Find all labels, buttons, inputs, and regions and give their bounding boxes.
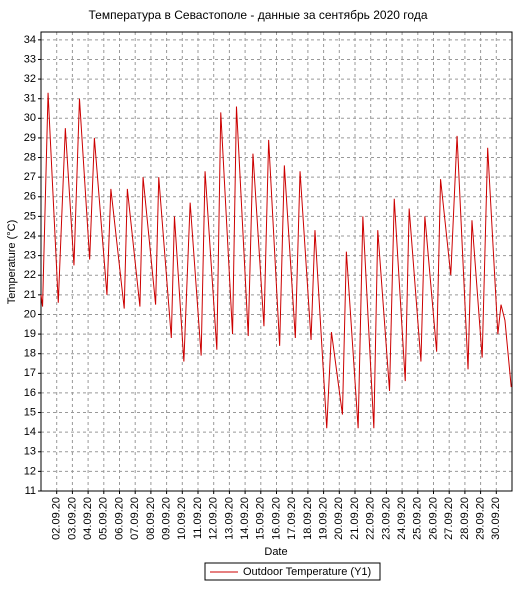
series-line — [40, 92, 512, 429]
y-tick-label: 34 — [24, 34, 36, 46]
x-tick-label: 11.09.20 — [192, 497, 204, 539]
y-tick-label: 12 — [24, 465, 36, 477]
y-tick-label: 22 — [24, 269, 36, 281]
plot-border — [40, 31, 513, 492]
x-tick-label: 27.09.20 — [443, 497, 455, 540]
y-tick-label: 23 — [24, 250, 36, 262]
y-tick-label: 18 — [24, 348, 36, 360]
y-tick-label: 16 — [24, 387, 36, 399]
y-tick-label: 33 — [24, 53, 36, 65]
y-tick-label: 29 — [24, 132, 36, 144]
y-axis-label: Temperature (°C) — [6, 220, 18, 304]
x-tick-label: 23.09.20 — [380, 497, 392, 540]
x-axis-label: Date — [264, 546, 287, 558]
x-tick-label: 24.09.20 — [396, 497, 408, 540]
x-tick-label: 30.09.20 — [490, 497, 502, 540]
y-tick-label: 28 — [24, 151, 36, 163]
y-tick-label: 14 — [24, 426, 36, 438]
x-tick-label: 21.09.20 — [349, 497, 361, 540]
legend-box — [204, 562, 381, 581]
x-tick-label: 12.09.20 — [208, 497, 220, 540]
legend: Outdoor Temperature (Y1) — [204, 562, 381, 581]
x-tick-label: 16.09.20 — [270, 497, 282, 540]
x-tick-label: 14.09.20 — [239, 497, 251, 540]
y-tick-label: 19 — [24, 328, 36, 340]
legend-label: Outdoor Temperature (Y1) — [243, 566, 371, 578]
y-tick-label: 21 — [24, 289, 36, 301]
x-tick-label: 07.09.20 — [129, 497, 141, 540]
x-tick-label: 13.09.20 — [223, 497, 235, 540]
x-tick-label: 18.09.20 — [302, 497, 314, 540]
y-tick-label: 26 — [24, 191, 36, 203]
x-tick-label: 02.09.20 — [51, 497, 63, 540]
x-tick-label: 25.09.20 — [412, 497, 424, 540]
y-tick-label: 15 — [24, 406, 36, 418]
y-tick-label: 13 — [24, 446, 36, 458]
y-tick-label: 30 — [24, 112, 36, 124]
y-tick-label: 31 — [24, 93, 36, 105]
x-tick-label: 15.09.20 — [255, 497, 267, 540]
x-tick-label: 29.09.20 — [475, 497, 487, 540]
y-tick-label: 32 — [24, 73, 36, 85]
x-tick-label: 20.09.20 — [333, 497, 345, 540]
y-tick-label: 11 — [25, 485, 36, 497]
y-tick-label: 24 — [24, 230, 36, 242]
x-tick-label: 05.09.20 — [98, 497, 110, 540]
y-tick-label: 27 — [24, 171, 36, 183]
x-tick-label: 08.09.20 — [145, 497, 157, 540]
x-tick-label: 10.09.20 — [176, 497, 188, 540]
y-tick-label: 25 — [24, 210, 36, 222]
x-tick-label: 09.09.20 — [161, 497, 173, 540]
x-tick-label: 28.09.20 — [459, 497, 471, 540]
x-tick-label: 19.09.20 — [318, 497, 330, 540]
x-tick-label: 06.09.20 — [113, 497, 125, 540]
chart-title: Температура в Севастополе - данные за се… — [89, 8, 428, 22]
x-tick-label: 17.09.20 — [286, 497, 298, 540]
y-tick-label: 17 — [24, 367, 36, 379]
x-tick-label: 04.09.20 — [82, 497, 94, 540]
x-tick-label: 22.09.20 — [365, 497, 377, 540]
y-tick-label: 20 — [24, 308, 36, 320]
x-tick-label: 26.09.20 — [427, 497, 439, 540]
x-tick-label: 03.09.20 — [66, 497, 78, 540]
